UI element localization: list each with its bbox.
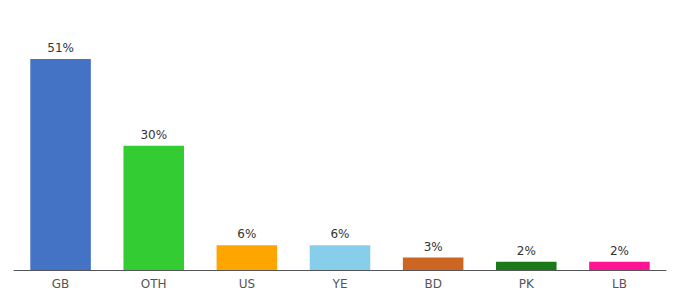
svg-text:3%: 3% [424,240,443,254]
svg-text:51%: 51% [47,41,74,55]
svg-text:GB: GB [52,277,70,291]
svg-text:US: US [239,277,255,291]
svg-text:30%: 30% [140,128,167,142]
svg-text:PK: PK [519,277,535,291]
svg-text:6%: 6% [330,227,349,241]
svg-text:LB: LB [612,277,627,291]
svg-text:YE: YE [332,277,348,291]
svg-text:BD: BD [424,277,441,291]
svg-text:6%: 6% [237,227,256,241]
svg-text:2%: 2% [610,244,629,258]
svg-text:OTH: OTH [141,277,167,291]
svg-text:2%: 2% [517,244,536,258]
